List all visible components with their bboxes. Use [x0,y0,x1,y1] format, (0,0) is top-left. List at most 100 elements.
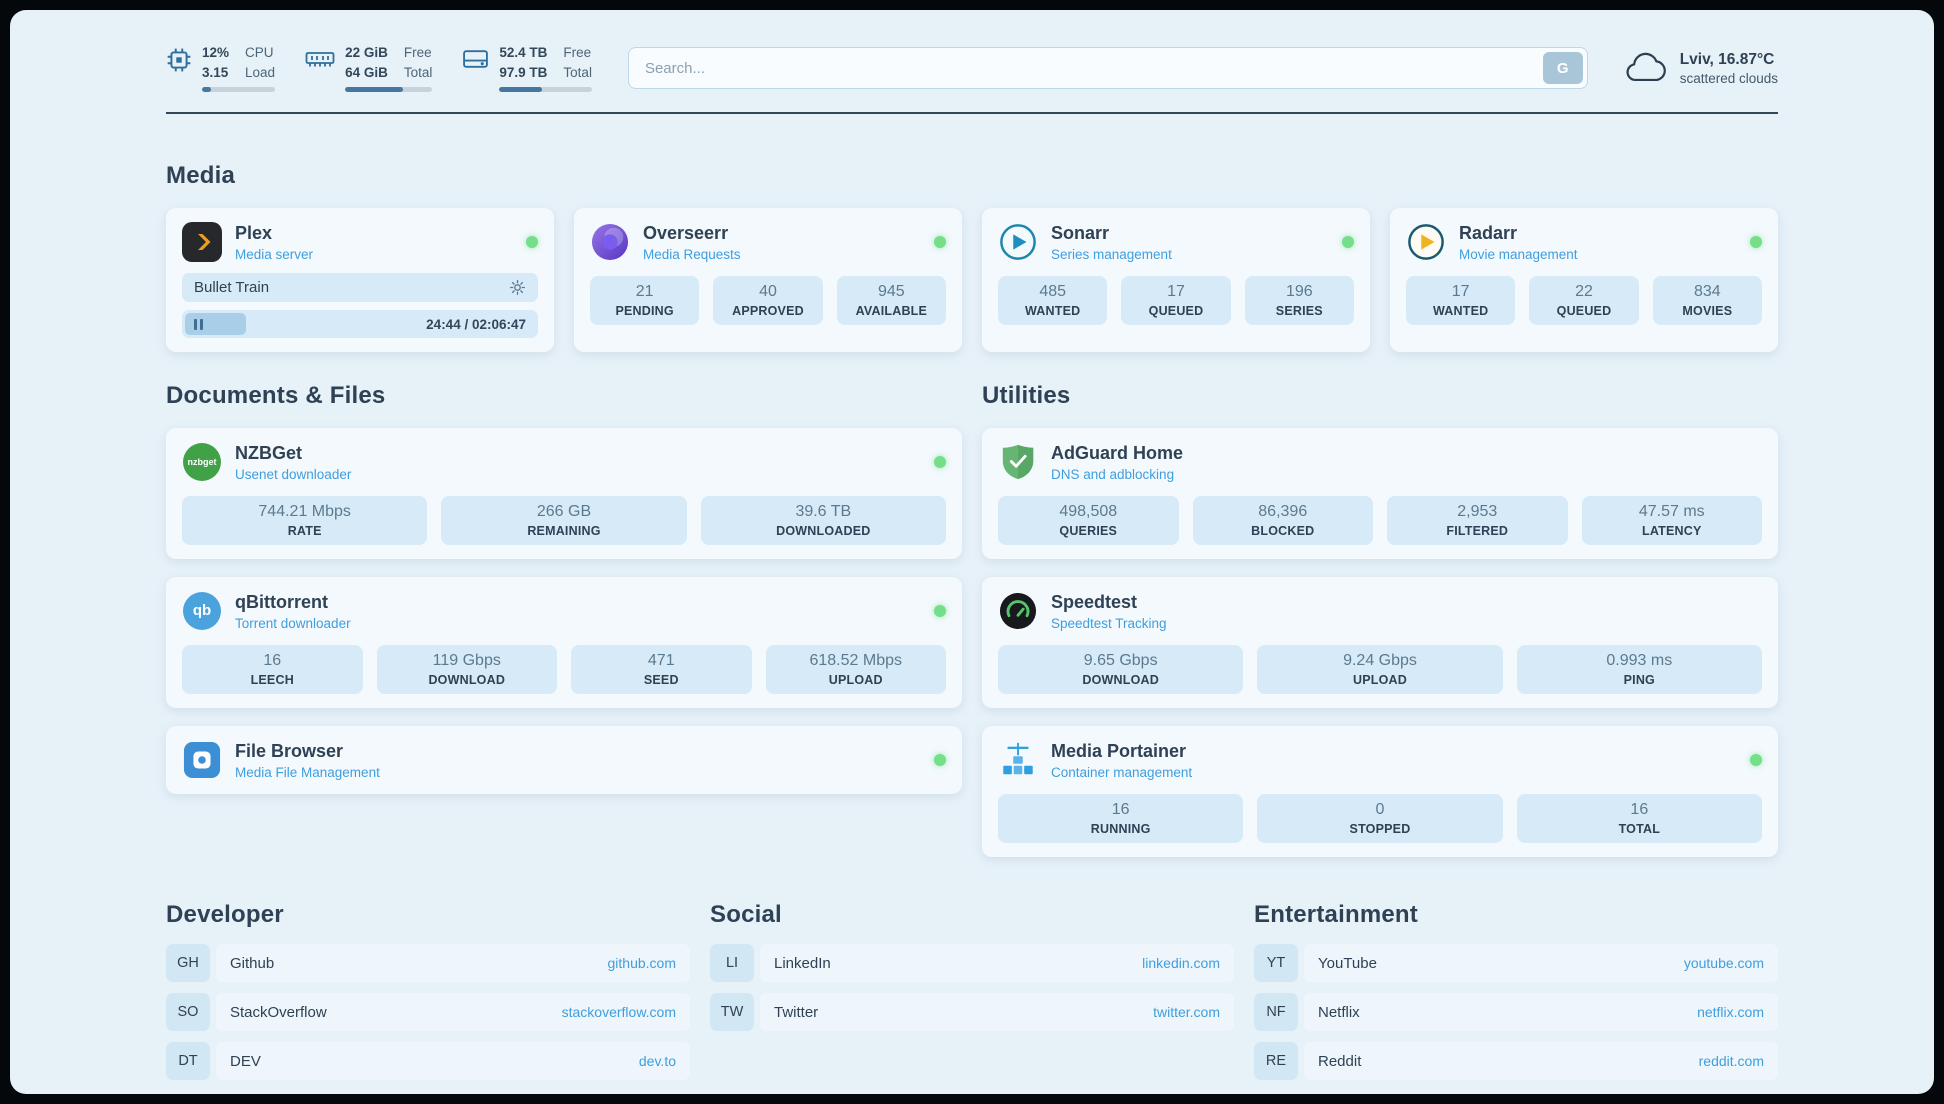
bookmark-netflix[interactable]: NF Netflix netflix.com [1254,993,1778,1032]
cpu-load-label: Load [245,64,276,80]
playback-progress-fill [185,313,247,336]
stat-label: LEECH [250,673,294,688]
stat-label: PING [1623,673,1655,688]
app-subtitle: Series management [1051,246,1172,262]
app-name: Media Portainer [1051,740,1187,761]
ram-free-label: Free [403,45,432,60]
section-utilities: Utilities AdGuard Home DNS and [982,382,1778,858]
playback-time: 24:44 / 02:06:47 [426,316,526,332]
stat-tile: 0 STOPPED [1257,794,1503,844]
stat-tile: 17 QUEUED [1121,276,1231,326]
stat-label: SERIES [1275,304,1323,319]
stat-label: WANTED [1024,304,1081,319]
app-name: AdGuard Home [1051,442,1184,463]
stat-tile: 16 TOTAL [1516,794,1762,844]
stat-label: UPLOAD [1353,673,1407,688]
disk-icon [462,47,489,71]
app-link-filebrowser[interactable]: File Browser Media File Management [182,740,946,780]
stat-tile: 196 SERIES [1244,276,1354,326]
bookmark-abbr: DT [166,1042,210,1081]
stat-tile: 16 LEECH [182,645,363,695]
cloud-icon [1624,52,1668,84]
bookmark-github[interactable]: GH Github github.com [166,944,690,983]
bookmark-name: Reddit [1318,1052,1362,1070]
stat-label: DOWNLOADED [776,524,871,539]
stat-label: PENDING [615,304,674,319]
stat-tile: 17 WANTED [1406,276,1516,326]
cpu-progress-fill [202,87,211,93]
app-card-qbittorrent: qb qBittorrent Torrent downloader 16 LEE… [166,577,962,709]
cpu-load-value: 3.15 [202,64,229,80]
app-name: Overseerr [643,222,729,243]
ram-progress-fill [345,87,403,93]
bookmark-abbr: RE [1254,1042,1298,1081]
status-dot [934,236,946,249]
stat-value: 266 GB [536,503,592,521]
app-name: Speedtest [1051,591,1138,612]
app-link-overseerr[interactable]: Overseerr Media Requests [590,222,946,262]
stat-label: MOVIES [1682,304,1733,319]
disk-free-label: Free [563,45,592,60]
bookmark-name: LinkedIn [774,954,831,972]
bookmark-twitter[interactable]: TW Twitter twitter.com [710,993,1234,1032]
stat-label: REMAINING [527,524,601,539]
bookmark-reddit[interactable]: RE Reddit reddit.com [1254,1042,1778,1081]
app-subtitle: Usenet downloader [235,466,352,482]
bookmark-youtube[interactable]: YT YouTube youtube.com [1254,944,1778,983]
app-link-radarr[interactable]: Radarr Movie management [1406,222,1762,262]
stat-label: QUEUED [1556,304,1612,319]
cpu-label: CPU [245,45,274,60]
stat-tile: 266 GB REMAINING [441,496,687,546]
stat-value: 485 [1039,283,1067,301]
disk-stat: 52.4 TB 97.9 TB Free Total [462,44,592,93]
app-link-nzbget[interactable]: nzbget NZBGet Usenet downloader [182,442,946,482]
stat-label: RUNNING [1090,822,1151,837]
app-link-speedtest[interactable]: Speedtest Speedtest Tracking [998,591,1762,631]
stat-value: 22 [1575,283,1593,301]
search-provider-button[interactable]: G [1542,52,1583,85]
disk-total-value: 97.9 TB [499,64,548,80]
disk-total-label: Total [563,64,592,80]
section-title-developer: Developer [166,901,284,929]
app-card-adguard: AdGuard Home DNS and adblocking 498,508 … [982,428,1778,560]
stat-tile: 86,396 BLOCKED [1192,496,1373,546]
app-link-sonarr[interactable]: Sonarr Series management [998,222,1354,262]
bookmark-linkedin[interactable]: LI LinkedIn linkedin.com [710,944,1234,983]
stat-value: 498,508 [1059,503,1118,521]
gear-icon[interactable] [509,279,526,296]
nzbget-icon: nzbget [182,442,222,482]
pause-icon [194,318,203,330]
bookmark-group-developer: Developer GH Github github.com SO StackO… [166,901,690,1081]
app-card-nzbget: nzbget NZBGet Usenet downloader 744.21 M… [166,428,962,560]
stat-tile: 47.57 ms LATENCY [1581,496,1762,546]
app-card-plex: Plex Media server Bullet Train [166,208,554,353]
app-link-qbittorrent[interactable]: qb qBittorrent Torrent downloader [182,591,946,631]
stat-tile: 39.6 TB DOWNLOADED [700,496,946,546]
app-link-plex[interactable]: Plex Media server [182,222,538,263]
stat-label: AVAILABLE [855,304,928,319]
now-playing-row: Bullet Train [182,273,538,303]
stat-label: QUERIES [1059,524,1118,539]
section-title-media: Media [166,162,236,190]
search-bar: G [627,47,1588,90]
app-card-overseerr: Overseerr Media Requests 21 PENDING 40 A… [574,208,962,353]
adguard-icon [998,442,1038,482]
bookmark-link: netflix.com [1697,1004,1764,1021]
app-name: Plex [235,222,273,243]
bookmark-stackoverflow[interactable]: SO StackOverflow stackoverflow.com [166,993,690,1032]
bookmark-link: linkedin.com [1142,955,1220,972]
bookmark-dev[interactable]: DT DEV dev.to [166,1042,690,1081]
portainer-icon [998,740,1038,780]
bookmark-name: DEV [230,1052,261,1070]
app-card-sonarr: Sonarr Series management 485 WANTED 17 Q… [982,208,1370,353]
stat-tile: 618.52 Mbps UPLOAD [765,645,946,695]
app-link-portainer[interactable]: Media Portainer Container management [998,740,1762,780]
search-input[interactable] [627,47,1588,90]
section-title-entertainment: Entertainment [1254,901,1418,929]
cpu-icon [166,47,192,73]
ram-stat: 22 GiB 64 GiB Free Total [305,44,433,93]
app-link-adguard[interactable]: AdGuard Home DNS and adblocking [998,442,1762,482]
stat-value: 196 [1285,283,1313,301]
app-subtitle: Media Requests [643,246,741,262]
section-documents: Documents & Files nzbget NZBGet Usenet d… [166,382,962,795]
